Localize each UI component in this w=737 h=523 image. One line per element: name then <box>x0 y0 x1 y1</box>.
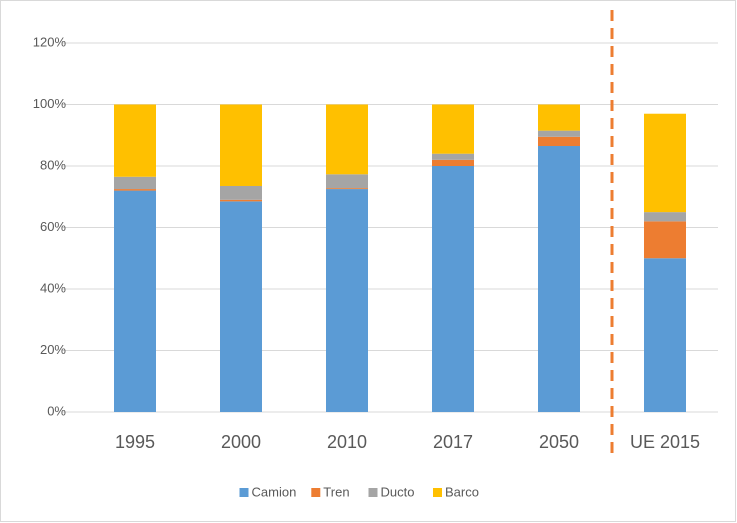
y-tick-label: 40% <box>40 280 66 295</box>
bar-segment <box>114 104 156 177</box>
x-tick-label: 2010 <box>327 432 367 452</box>
bar-segment <box>326 104 368 175</box>
legend-swatch <box>239 488 249 497</box>
y-tick-label: 60% <box>40 219 66 234</box>
x-tick-label: 2050 <box>539 432 579 452</box>
bar-segment <box>644 113 686 213</box>
y-tick-label: 0% <box>47 403 66 418</box>
bar-segment <box>432 166 474 412</box>
y-tick-label: 120% <box>33 34 67 49</box>
legend-label: Tren <box>323 484 349 499</box>
x-tick-label: 2000 <box>221 432 261 452</box>
legend-label: Ducto <box>381 484 415 499</box>
y-tick-label: 80% <box>40 157 66 172</box>
bar-segment <box>220 199 262 202</box>
legend-label: Camion <box>252 484 297 499</box>
bar-segment <box>644 212 686 222</box>
bar-segment <box>114 176 156 190</box>
bar-segment <box>220 104 262 186</box>
x-tick-label: 2017 <box>433 432 473 452</box>
bar-segment <box>326 188 368 190</box>
x-tick-label: UE 2015 <box>630 432 700 452</box>
bar-segment <box>220 201 262 412</box>
bar-segment <box>538 104 580 131</box>
bar-segment <box>326 189 368 412</box>
bar-segment <box>114 190 156 412</box>
bar-segment <box>114 189 156 191</box>
bar-segment <box>644 221 686 259</box>
bar-segment <box>644 258 686 412</box>
bar-segment <box>326 174 368 189</box>
x-tick-label: 1995 <box>115 432 155 452</box>
bar-segment <box>432 159 474 166</box>
y-tick-label: 100% <box>33 96 67 111</box>
legend-label: Barco <box>445 484 479 499</box>
legend-swatch <box>368 488 378 497</box>
bar-segment <box>220 185 262 200</box>
bar-segment <box>538 146 580 412</box>
bar-segment <box>432 153 474 160</box>
y-tick-label: 20% <box>40 342 66 357</box>
bar-segment <box>538 130 580 137</box>
legend-swatch <box>433 488 442 497</box>
bar-segment <box>538 136 580 147</box>
legend-swatch <box>311 488 321 497</box>
bar-segment <box>432 104 474 154</box>
